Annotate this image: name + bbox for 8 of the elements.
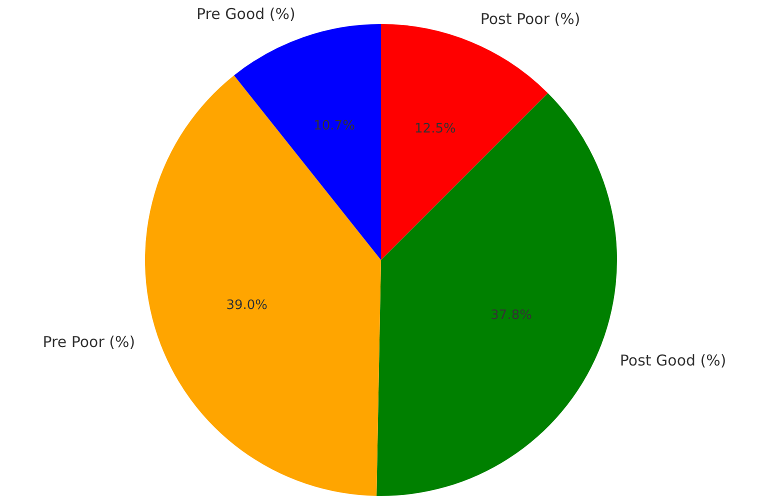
data-label: 37.8% bbox=[490, 308, 532, 323]
slice-label: Pre Poor (%) bbox=[42, 333, 136, 352]
data-label: 39.0% bbox=[226, 298, 268, 313]
slice-label: Post Good (%) bbox=[620, 351, 726, 370]
slice-label: Post Poor (%) bbox=[480, 10, 580, 28]
data-label: 10.7% bbox=[314, 118, 355, 134]
data-label: 12.5% bbox=[414, 122, 456, 137]
slice-label: Pre Good (%) bbox=[196, 4, 296, 23]
